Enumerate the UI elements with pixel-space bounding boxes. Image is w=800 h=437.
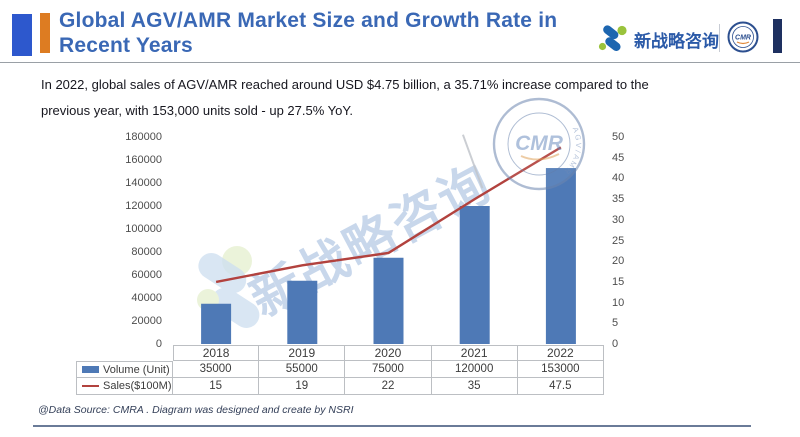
legend-label: Volume (Unit) (103, 363, 170, 376)
axis-left-tick: 40000 (131, 292, 162, 304)
sales-value-cell: 47.5 (517, 378, 604, 395)
legend-cell: Volume (Unit) (76, 361, 173, 378)
table-blank-cell (76, 345, 173, 361)
axis-right-tick: 45 (612, 151, 625, 164)
axis-right-tick: 10 (612, 296, 625, 309)
volume-value-cell: 120000 (431, 361, 518, 378)
title-accent-orange (40, 13, 50, 53)
axis-left-tick: 100000 (125, 223, 162, 235)
brand-accent-bar (773, 19, 782, 53)
brand-logo-icon (598, 25, 627, 52)
axis-left-tick: 60000 (131, 269, 162, 281)
year-cell: 2020 (345, 345, 432, 361)
axis-left-tick: 120000 (125, 200, 162, 212)
year-cell: 2021 (431, 345, 518, 361)
footer-source: @Data Source: CMRA . Diagram was designe… (38, 404, 354, 416)
volume-value-cell: 153000 (517, 361, 604, 378)
axis-left-tick: 0 (155, 338, 162, 350)
sales-line (215, 146, 562, 284)
axis-right-tick: 35 (612, 193, 625, 206)
footer-divider (33, 425, 751, 427)
axis-left-tick: 180000 (125, 131, 162, 143)
volume-value-cell: 75000 (345, 361, 432, 378)
data-table: 2018 2019 2020 2021 2022 Volume (Unit) 35000 55… (76, 345, 604, 395)
volume-bar (287, 280, 318, 344)
volume-bar (459, 206, 490, 344)
axis-right-tick: 25 (612, 234, 625, 247)
axis-right-tick: 50 (612, 131, 625, 143)
axis-right-tick: 5 (612, 317, 619, 330)
page-title: Global AGV/AMR Market Size and Growth Ra… (59, 8, 589, 58)
legend-label: Sales($100M) (103, 380, 172, 392)
year-cell: 2018 (173, 345, 260, 361)
watermark-logo-icon (197, 246, 260, 328)
sales-value-cell: 15 (173, 378, 260, 395)
brand-name: 新战略咨询 (634, 32, 719, 51)
axis-right-tick: 30 (612, 213, 625, 226)
page-title-line1: Global AGV/AMR Market Size and Growth Ra… (59, 9, 558, 32)
volume-bar (201, 303, 232, 344)
page-title-line2: Recent Years (59, 34, 193, 57)
axis-left-tick: 20000 (131, 315, 162, 327)
axis-right-tick: 20 (612, 255, 625, 268)
year-cell: 2022 (517, 345, 604, 361)
right-axis: 50 45 40 35 30 25 20 15 10 5 0 (612, 0, 652, 437)
svg-text:CMR: CMR (735, 35, 751, 42)
sales-legend-swatch (82, 385, 99, 387)
axis-right-tick: 15 (612, 275, 625, 288)
axis-left-tick: 80000 (131, 246, 162, 258)
year-cell: 2019 (259, 345, 346, 361)
sales-value-cell: 19 (259, 378, 346, 395)
intro-line-2: previous year, with 153,000 units sold -… (41, 103, 353, 118)
left-axis: 180000 160000 140000 120000 100000 80000 60000… (96, 0, 162, 437)
axis-left-tick: 140000 (125, 177, 162, 189)
volume-legend-swatch (82, 366, 99, 373)
brand-divider (719, 24, 720, 52)
header-divider (0, 62, 800, 63)
volume-value-cell: 55000 (259, 361, 346, 378)
intro-line-1: In 2022, global sales of AGV/AMR reached… (41, 77, 649, 92)
volume-bar (373, 257, 404, 344)
legend-cell: Sales($100M) (76, 378, 173, 395)
title-accent-blue (12, 14, 32, 56)
axis-right-tick: 0 (612, 338, 619, 350)
brand-area: 新战略咨询 CMR (590, 15, 790, 60)
sales-value-cell: 22 (345, 378, 432, 395)
cmr-badge-icon: CMR (727, 21, 759, 53)
volume-value-cell: 35000 (173, 361, 260, 378)
combo-chart-plot (201, 146, 576, 344)
cmr-stamp-icon: AGV/AMR CMR (492, 97, 586, 191)
volume-bar (545, 168, 576, 344)
axis-right-tick: 40 (612, 172, 625, 185)
axis-left-tick: 160000 (125, 154, 162, 166)
sales-value-cell: 35 (431, 378, 518, 395)
svg-text:CMR: CMR (515, 132, 564, 155)
